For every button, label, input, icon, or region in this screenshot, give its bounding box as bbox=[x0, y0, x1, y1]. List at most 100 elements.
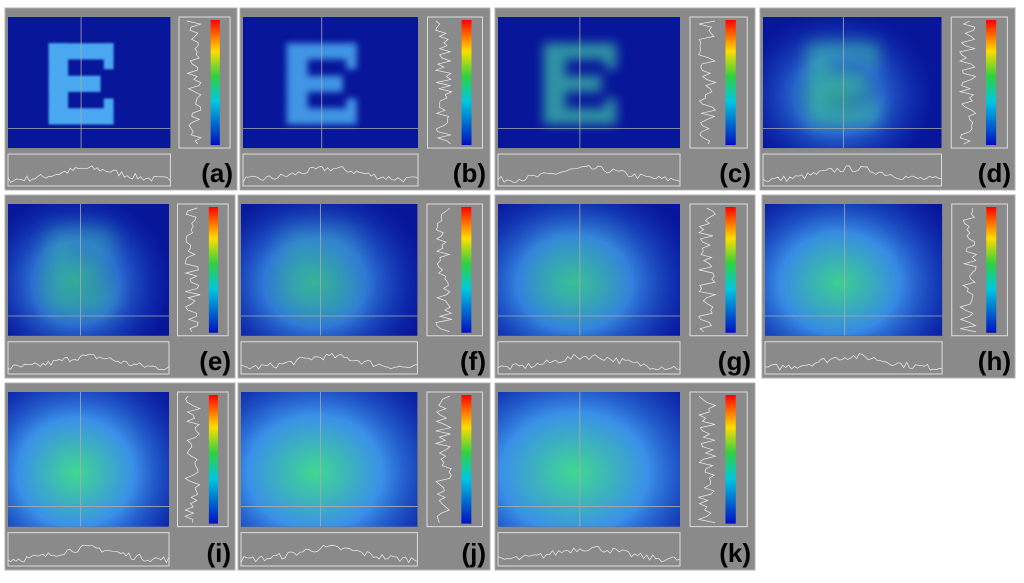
profile-box bbox=[950, 16, 1008, 149]
h-profile bbox=[762, 165, 942, 183]
e-stroke bbox=[809, 263, 866, 280]
colorbar bbox=[725, 207, 736, 333]
image-content bbox=[765, 204, 943, 336]
image-content bbox=[243, 17, 418, 149]
colorbar bbox=[725, 20, 736, 146]
panel-label: (e) bbox=[199, 346, 231, 376]
v-profile bbox=[184, 395, 201, 523]
h-profile bbox=[497, 353, 681, 370]
h-profile bbox=[497, 545, 681, 563]
e-stroke bbox=[868, 43, 880, 70]
h-profile-box bbox=[497, 153, 681, 187]
e-stroke bbox=[605, 285, 617, 313]
h-profile bbox=[240, 352, 418, 370]
profile-box bbox=[178, 16, 231, 149]
panel-label: (b) bbox=[453, 158, 486, 188]
v-profile bbox=[184, 207, 201, 332]
e-stroke bbox=[869, 230, 881, 257]
e-stroke bbox=[605, 230, 617, 257]
panel: (f) bbox=[237, 194, 491, 379]
colorbar bbox=[210, 20, 220, 146]
e-stroke bbox=[103, 98, 114, 125]
e-stroke bbox=[102, 285, 113, 313]
h-profile-box bbox=[242, 153, 419, 187]
panel-label: (d) bbox=[978, 158, 1011, 188]
v-profile bbox=[434, 395, 452, 523]
panel: (d) bbox=[759, 7, 1016, 191]
profile-box bbox=[427, 16, 483, 149]
h-profile-box bbox=[240, 532, 418, 567]
h-profile bbox=[497, 165, 681, 183]
panel: (a) bbox=[4, 7, 238, 191]
e-stroke bbox=[346, 98, 357, 125]
e-stroke bbox=[285, 263, 342, 280]
panel-label: (k) bbox=[719, 538, 751, 568]
colorbar bbox=[208, 395, 218, 524]
e-stroke bbox=[807, 75, 865, 92]
v-profile bbox=[186, 20, 203, 145]
image-content bbox=[498, 17, 680, 149]
e-stroke bbox=[543, 75, 602, 92]
letter-e bbox=[543, 230, 617, 313]
image-content bbox=[241, 204, 418, 336]
image-content bbox=[763, 17, 942, 149]
profile-box bbox=[426, 391, 483, 528]
panel: (k) bbox=[494, 382, 756, 571]
image-content bbox=[241, 392, 418, 527]
image-content bbox=[8, 17, 171, 149]
h-profile-box bbox=[762, 153, 942, 187]
h-profile bbox=[240, 544, 418, 564]
h-profile-box bbox=[7, 341, 170, 375]
h-profile-box bbox=[7, 153, 171, 187]
panel: (i) bbox=[4, 382, 236, 571]
v-profile bbox=[435, 207, 453, 333]
glow bbox=[241, 392, 418, 527]
e-stroke bbox=[103, 43, 114, 70]
profile-box bbox=[177, 391, 229, 528]
e-stroke bbox=[48, 75, 101, 92]
e-stroke bbox=[543, 263, 602, 280]
glow bbox=[8, 392, 169, 527]
v-profile bbox=[697, 395, 717, 523]
v-profile bbox=[958, 20, 977, 145]
panel: (b) bbox=[239, 7, 491, 191]
h-profile-box bbox=[497, 532, 681, 567]
panel: (c) bbox=[494, 7, 756, 191]
panel-label: (g) bbox=[718, 346, 751, 376]
image-content bbox=[8, 392, 169, 527]
panel-label: (c) bbox=[719, 158, 751, 188]
colorbar bbox=[208, 207, 218, 333]
panel-label: (f) bbox=[460, 346, 486, 376]
panel: (j) bbox=[237, 382, 491, 571]
profile-box bbox=[426, 203, 483, 337]
e-stroke bbox=[345, 285, 356, 313]
h-profile-box bbox=[497, 341, 681, 375]
e-stroke bbox=[346, 43, 357, 70]
h-profile bbox=[242, 165, 419, 183]
h-profile bbox=[7, 544, 170, 564]
e-stroke bbox=[869, 285, 881, 313]
panel: (e) bbox=[4, 194, 236, 379]
colorbar bbox=[461, 395, 472, 524]
panel: (h) bbox=[761, 194, 1016, 379]
image-content bbox=[8, 204, 169, 336]
profile-box bbox=[177, 203, 229, 337]
panel-label: (h) bbox=[978, 346, 1011, 376]
colorbar bbox=[461, 207, 472, 333]
e-stroke bbox=[605, 43, 617, 70]
letter-e bbox=[809, 230, 881, 313]
h-profile-box bbox=[7, 532, 170, 567]
panel: (g) bbox=[494, 194, 756, 379]
colorbar bbox=[986, 20, 997, 146]
panel-label: (j) bbox=[461, 538, 486, 568]
image-content bbox=[498, 204, 680, 336]
profile-box bbox=[951, 203, 1008, 337]
panel-label: (a) bbox=[201, 158, 233, 188]
image-content bbox=[498, 392, 680, 527]
h-profile bbox=[7, 353, 170, 371]
v-profile bbox=[698, 207, 717, 333]
h-profile bbox=[7, 165, 171, 183]
glow bbox=[498, 392, 680, 527]
e-stroke bbox=[286, 75, 343, 92]
